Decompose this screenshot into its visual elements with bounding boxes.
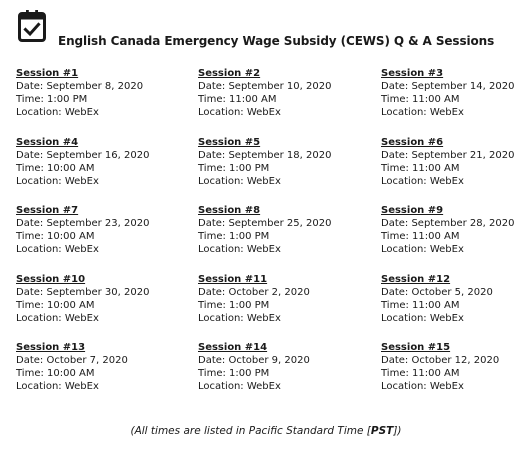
session-location: Location: WebEx: [198, 381, 281, 392]
page-header: English Canada Emergency Wage Subsidy (C…: [18, 10, 523, 50]
session-location: Location: WebEx: [381, 381, 464, 392]
session-location: Location: WebEx: [381, 175, 464, 187]
session-date: Date: October 9, 2020: [198, 355, 310, 366]
session-date: Date: September 23, 2020: [16, 218, 150, 229]
session-title: Session #6: [381, 136, 444, 148]
session-location: Location: WebEx: [16, 107, 99, 118]
session-title: Session #2: [198, 68, 261, 79]
session-card: Session #13 Date: October 7, 2020 Time: 10…: [16, 341, 198, 410]
session-card: Session #15 Date: October 12, 2020 Time: 1…: [381, 341, 526, 410]
sessions-grid: Session #1 Date: September 8, 2020 Time: 1…: [16, 67, 526, 410]
session-location: Location: WebEx: [16, 381, 99, 392]
session-title: Session #3: [381, 68, 444, 79]
session-title: Session #15: [381, 342, 451, 353]
page-title: English Canada Emergency Wage Subsidy (C…: [58, 34, 495, 48]
session-time: Time: 10:00 AM: [16, 162, 95, 174]
session-card: Session #11 Date: October 2, 2020 Time: 1:…: [198, 273, 381, 342]
session-title: Session #1: [16, 68, 79, 79]
session-card: Session #10 Date: September 30, 2020 Time:…: [16, 273, 198, 342]
session-location: Location: WebEx: [198, 175, 281, 187]
session-date: Date: October 5, 2020: [381, 286, 493, 298]
session-date: Date: September 10, 2020: [198, 81, 332, 92]
session-location: Location: WebEx: [198, 312, 281, 324]
session-title: Session #11: [198, 273, 268, 285]
session-title: Session #13: [16, 342, 86, 353]
session-title: Session #8: [198, 205, 261, 216]
session-card: Session #5 Date: September 18, 2020 Time: …: [198, 136, 381, 205]
session-time: Time: 11:00 AM: [381, 94, 460, 105]
session-time: Time: 11:00 AM: [381, 368, 460, 379]
session-date: Date: September 25, 2020: [198, 218, 332, 229]
session-card: Session #2 Date: September 10, 2020 Time: …: [198, 67, 381, 136]
session-card: Session #12 Date: October 5, 2020 Time: 11…: [381, 273, 526, 342]
session-location: Location: WebEx: [16, 312, 99, 324]
session-date: Date: September 21, 2020: [381, 149, 515, 161]
session-time: Time: 10:00 AM: [16, 231, 95, 242]
session-card: Session #14 Date: October 9, 2020 Time: 1:…: [198, 341, 381, 410]
session-time: Time: 1:00 PM: [16, 94, 88, 105]
session-location: Location: WebEx: [381, 312, 464, 324]
session-location: Location: WebEx: [16, 244, 99, 255]
session-time: Time: 10:00 AM: [16, 368, 95, 379]
timezone-abbr: PST: [370, 425, 394, 437]
session-date: Date: September 28, 2020: [381, 218, 515, 229]
session-location: Location: WebEx: [381, 107, 464, 118]
session-time: Time: 1:00 PM: [198, 162, 270, 174]
timezone-note-suffix: ]): [393, 425, 402, 437]
session-date: Date: October 7, 2020: [16, 355, 128, 366]
session-location: Location: WebEx: [16, 175, 99, 187]
session-time: Time: 1:00 PM: [198, 231, 270, 242]
session-date: Date: September 8, 2020: [16, 81, 144, 92]
session-time: Time: 1:00 PM: [198, 368, 270, 379]
session-title: Session #4: [16, 136, 79, 148]
timezone-note: (All times are listed in Pacific Standar…: [0, 425, 532, 437]
session-card: Session #8 Date: September 25, 2020 Time: …: [198, 204, 381, 273]
session-time: Time: 11:00 AM: [381, 299, 460, 311]
session-card: Session #7 Date: September 23, 2020 Time: …: [16, 204, 198, 273]
session-location: Location: WebEx: [381, 244, 464, 255]
session-time: Time: 1:00 PM: [198, 299, 270, 311]
session-date: Date: September 30, 2020: [16, 286, 150, 298]
session-card: Session #9 Date: September 28, 2020 Time: …: [381, 204, 526, 273]
session-title: Session #14: [198, 342, 268, 353]
session-title: Session #7: [16, 205, 79, 216]
session-date: Date: September 16, 2020: [16, 149, 150, 161]
session-title: Session #9: [381, 205, 444, 216]
session-date: Date: September 18, 2020: [198, 149, 332, 161]
session-date: Date: October 2, 2020: [198, 286, 310, 298]
session-time: Time: 10:00 AM: [16, 299, 95, 311]
session-card: Session #1 Date: September 8, 2020 Time: 1…: [16, 67, 198, 136]
session-date: Date: September 14, 2020: [381, 81, 515, 92]
session-card: Session #4 Date: September 16, 2020 Time: …: [16, 136, 198, 205]
session-location: Location: WebEx: [198, 244, 281, 255]
session-location: Location: WebEx: [198, 107, 281, 118]
session-card: Session #6 Date: September 21, 2020 Time: …: [381, 136, 526, 205]
session-card: Session #3 Date: September 14, 2020 Time: …: [381, 67, 526, 136]
calendar-check-icon: [18, 10, 46, 42]
session-time: Time: 11:00 AM: [198, 94, 277, 105]
session-time: Time: 11:00 AM: [381, 162, 460, 174]
session-date: Date: October 12, 2020: [381, 355, 500, 366]
timezone-note-prefix: (All times are listed in Pacific Standar…: [130, 425, 371, 437]
session-title: Session #10: [16, 273, 86, 285]
session-title: Session #5: [198, 136, 261, 148]
session-title: Session #12: [381, 273, 451, 285]
session-time: Time: 11:00 AM: [381, 231, 460, 242]
